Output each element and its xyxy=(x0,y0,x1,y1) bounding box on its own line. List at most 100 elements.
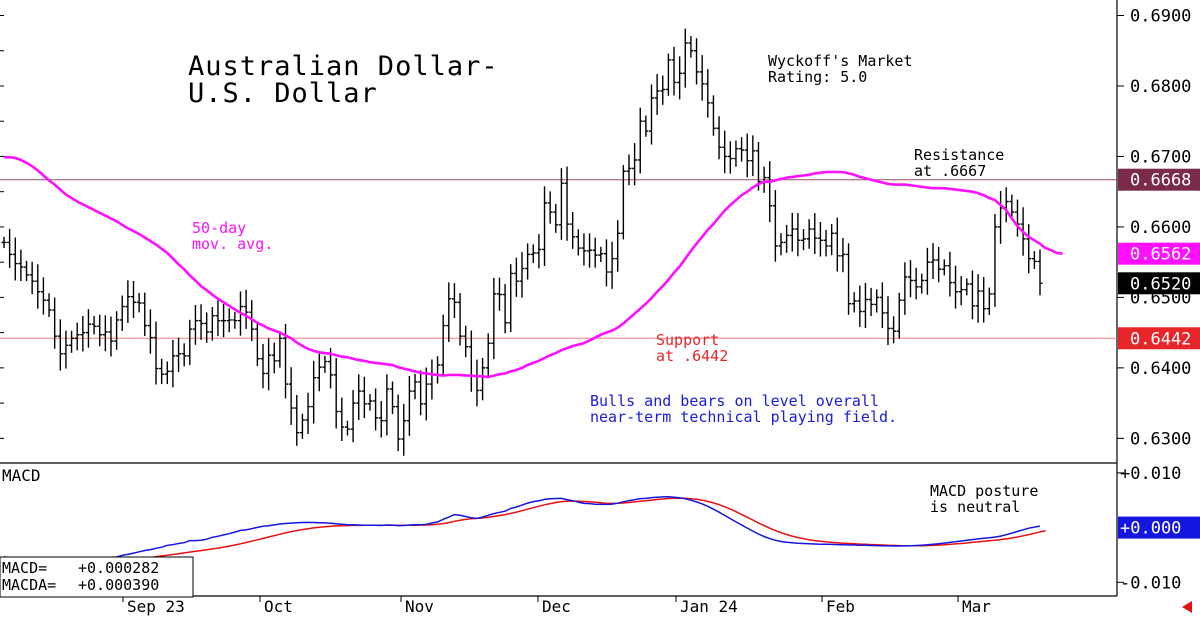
price-bar xyxy=(440,314,446,377)
resistance-tag-text: 0.6668 xyxy=(1130,171,1191,191)
price-bar xyxy=(553,204,559,233)
price-bars xyxy=(1,28,1043,456)
resistance-annotation-line-2: at .6667 xyxy=(914,162,986,180)
comment-line-2: near-term technical playing field. xyxy=(590,408,897,426)
price-tick-label: 0.6800 xyxy=(1130,77,1191,97)
price-bar xyxy=(919,273,925,294)
last-price-tag: 0.6520 xyxy=(1118,272,1200,295)
price-bar xyxy=(778,233,784,256)
price-bar xyxy=(29,261,35,295)
price-bar xyxy=(215,300,221,337)
price-bar xyxy=(311,360,317,424)
price-bar xyxy=(69,330,75,353)
price-bar xyxy=(924,247,930,295)
price-bar xyxy=(423,367,429,421)
price-bar xyxy=(243,289,249,329)
price-bar xyxy=(97,314,103,347)
price-bar xyxy=(716,116,722,160)
price-bar xyxy=(1026,224,1032,274)
price-bar xyxy=(356,374,362,420)
price-bar xyxy=(986,287,992,315)
price-bar xyxy=(643,115,649,137)
price-bar xyxy=(558,168,564,240)
price-bar xyxy=(581,233,587,266)
moving-average-price-tag: 0.6562 xyxy=(1118,242,1200,265)
price-bar xyxy=(80,315,86,352)
price-bar xyxy=(772,190,778,262)
price-bar xyxy=(496,277,502,311)
macd-line xyxy=(3,496,1041,577)
price-bar xyxy=(598,246,604,262)
chart-title-line-2: U.S. Dollar xyxy=(188,78,378,109)
support-annotation-line-2: at .6442 xyxy=(656,347,728,365)
macd-readout-value: +0.000282 xyxy=(78,559,159,577)
macd-annotation-line-2: is neutral xyxy=(930,498,1020,516)
price-bar xyxy=(542,186,548,267)
price-bar xyxy=(102,315,108,352)
date-axis-label: Feb xyxy=(826,597,855,616)
date-axis-label: Sep 23 xyxy=(127,597,185,616)
scroll-left-arrow-icon[interactable] xyxy=(1182,601,1192,613)
price-bar xyxy=(891,316,897,344)
date-axis-label: Jan 24 xyxy=(680,597,738,616)
price-bar xyxy=(333,358,339,429)
price-bar xyxy=(142,292,148,337)
price-bar xyxy=(35,264,41,309)
price-tick-label: 0.6300 xyxy=(1130,429,1191,449)
ma-annotation-line-1: 50-day xyxy=(192,219,246,237)
macd-annotation-line-1: MACD posture xyxy=(930,482,1038,500)
price-bar xyxy=(992,213,998,307)
price-bar xyxy=(823,229,829,257)
price-bar xyxy=(750,135,756,177)
price-bar xyxy=(801,228,807,251)
price-bar xyxy=(806,219,812,249)
price-bar xyxy=(40,277,46,315)
price-bar xyxy=(181,343,187,367)
price-bar xyxy=(958,276,964,306)
price-bar xyxy=(114,311,120,350)
price-bar xyxy=(615,220,621,272)
price-bar xyxy=(373,388,379,431)
price-bar xyxy=(857,285,863,327)
price-bar xyxy=(885,296,891,346)
price-bar xyxy=(727,141,733,174)
price-bar xyxy=(879,282,885,328)
price-bar xyxy=(874,289,880,313)
macd-zero-tag: +0.000 xyxy=(1118,516,1200,539)
price-bar xyxy=(395,394,401,452)
price-bar xyxy=(637,107,643,174)
price-bar xyxy=(767,161,773,223)
moving-average-tag-text: 0.6562 xyxy=(1130,245,1191,265)
macd-zero-tag-text: +0.000 xyxy=(1120,519,1181,539)
price-bar xyxy=(649,84,654,145)
date-axis-label: Nov xyxy=(405,597,434,616)
price-bar xyxy=(361,376,367,419)
price-bar xyxy=(575,229,581,256)
price-bar xyxy=(913,267,919,300)
price-bar xyxy=(57,319,63,371)
price-bar xyxy=(722,130,728,174)
resistance-price-tag: 0.6668 xyxy=(1118,168,1200,191)
price-bar xyxy=(840,237,846,273)
price-bar xyxy=(969,270,975,320)
price-bar xyxy=(705,69,711,118)
price-bar xyxy=(626,154,632,186)
price-bar xyxy=(119,295,125,331)
price-bar xyxy=(846,243,852,315)
price-bar xyxy=(1014,199,1020,237)
price-bar xyxy=(147,309,153,354)
rating-line-1: Wyckoff's Market xyxy=(768,52,913,70)
price-tick-label: 0.6700 xyxy=(1130,147,1191,167)
price-bar xyxy=(834,217,840,272)
price-bar xyxy=(789,212,795,252)
price-bar xyxy=(367,394,373,411)
support-annotation-line-1: Support xyxy=(656,331,719,349)
price-bar xyxy=(947,251,953,297)
price-bar xyxy=(513,257,519,297)
price-bar xyxy=(480,357,486,401)
price-bar xyxy=(463,325,469,358)
price-bar xyxy=(710,95,716,136)
comment-line-1: Bulls and bears on level overall xyxy=(590,392,879,410)
price-bar xyxy=(390,381,395,415)
price-bar xyxy=(401,404,407,456)
